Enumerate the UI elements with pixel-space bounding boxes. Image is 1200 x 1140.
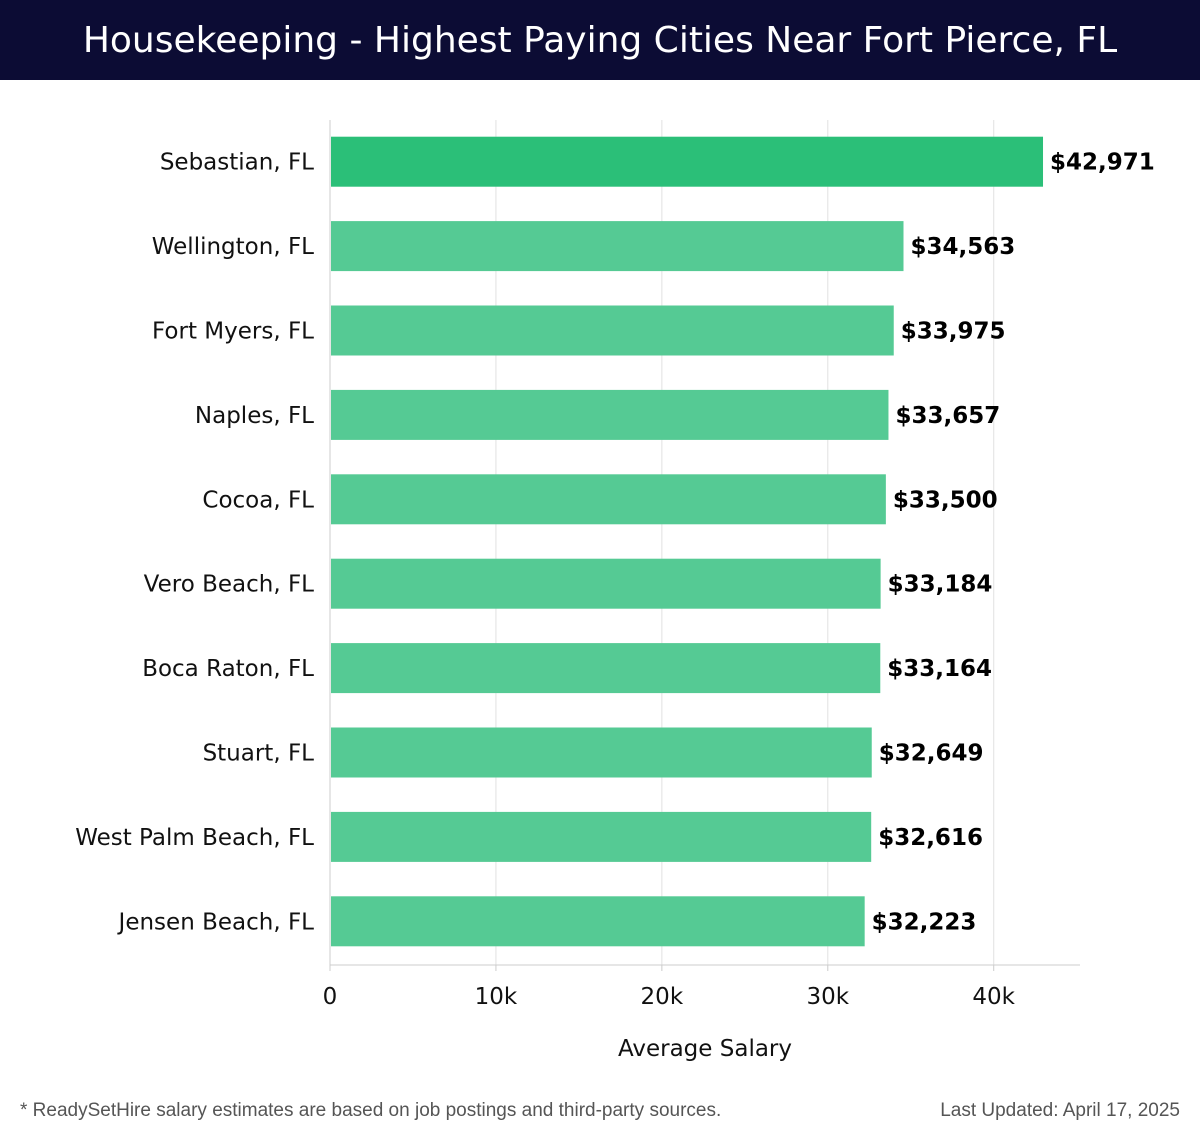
value-label: $42,971 — [1050, 150, 1155, 176]
bar — [331, 558, 881, 609]
bar — [331, 389, 889, 440]
value-label: $32,616 — [878, 825, 983, 851]
value-label: $33,657 — [895, 403, 1000, 429]
category-label: Wellington, FL — [152, 234, 314, 260]
x-tick-label: 10k — [475, 984, 518, 1010]
x-tick-label: 0 — [323, 984, 338, 1010]
category-label: Naples, FL — [195, 403, 314, 429]
category-label: Fort Myers, FL — [152, 319, 314, 345]
bar — [331, 305, 894, 356]
category-label: Boca Raton, FL — [142, 656, 314, 682]
chart-header: Housekeeping - Highest Paying Cities Nea… — [0, 0, 1200, 80]
category-label: Stuart, FL — [203, 741, 315, 767]
value-label: $33,184 — [888, 572, 993, 598]
x-axis-title: Average Salary — [618, 1036, 792, 1062]
value-label: $32,649 — [879, 741, 984, 767]
x-tick-label: 40k — [972, 984, 1015, 1010]
value-label: $33,164 — [887, 656, 992, 682]
salary-bar-chart: Sebastian, FL $42,971 Wellington, FL $34,56… — [75, 120, 1155, 1062]
footer-note: * ReadySetHire salary estimates are base… — [20, 1100, 722, 1121]
category-label: Vero Beach, FL — [144, 572, 315, 598]
bar — [331, 896, 865, 947]
x-tick-label: 30k — [806, 984, 849, 1010]
value-label: $33,975 — [901, 319, 1006, 345]
category-label: Cocoa, FL — [202, 487, 314, 513]
bar — [331, 811, 872, 862]
chart-title: Housekeeping - Highest Paying Cities Nea… — [82, 19, 1118, 61]
bar — [331, 221, 904, 272]
bar — [331, 474, 886, 525]
bar — [331, 643, 881, 694]
value-label: $32,223 — [872, 909, 977, 935]
category-label: Jensen Beach, FL — [117, 909, 315, 935]
value-label: $33,500 — [893, 487, 998, 513]
footer-last-updated: Last Updated: April 17, 2025 — [940, 1100, 1180, 1121]
bar — [331, 727, 872, 778]
x-tick-label: 20k — [641, 984, 684, 1010]
category-label: Sebastian, FL — [160, 150, 314, 176]
value-label: $34,563 — [911, 234, 1016, 260]
bar — [331, 136, 1044, 187]
category-label: West Palm Beach, FL — [75, 825, 314, 851]
